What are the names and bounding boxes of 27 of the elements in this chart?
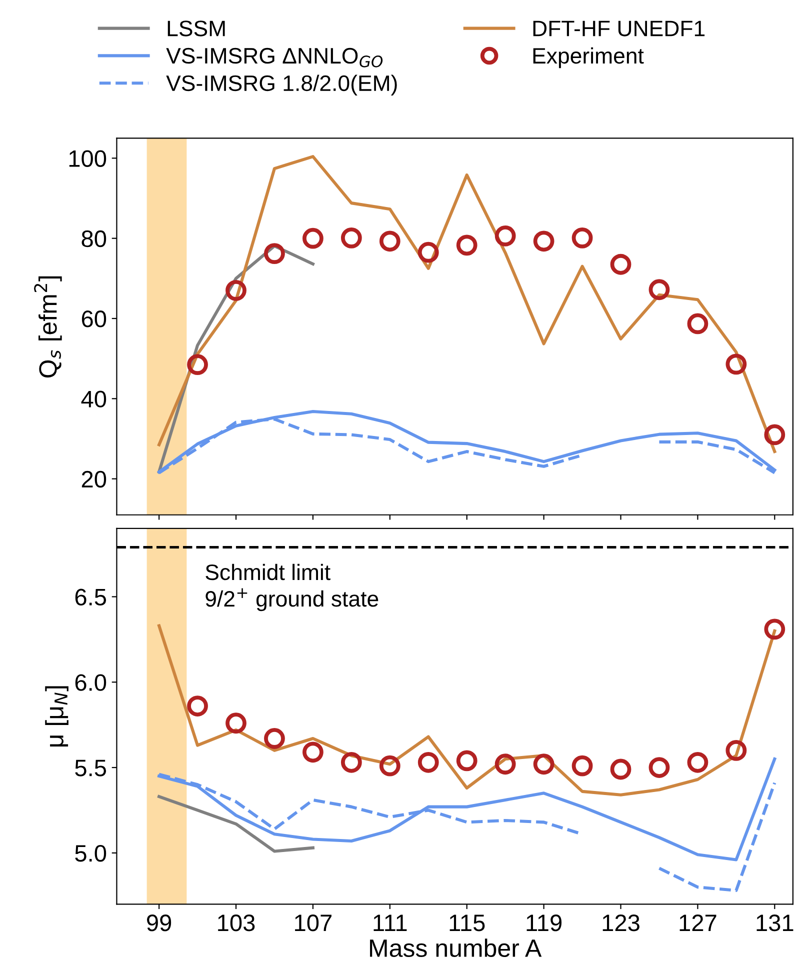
y-axis-title: μ [μ$_{N}$]: [45, 686, 68, 746]
x-tick-label: 127: [680, 914, 716, 932]
legend-label: LSSM: [168, 20, 225, 36]
x-tick-label: 111: [374, 914, 407, 932]
x-tick-label: 103: [218, 914, 255, 932]
y-tick-label: 20: [82, 470, 106, 488]
y-tick-label: 5.0: [75, 845, 106, 862]
y-tick-label: 6.0: [75, 674, 106, 691]
legend-label: VS-IMSRG ΔNNLO$_{GO}$: [166, 48, 383, 68]
y-axis-title: Q$_{s}$ [efm$^{2}$]: [34, 276, 62, 378]
legend-label: Experiment: [533, 47, 644, 68]
legend-label: VS-IMSRG 1.8/2.0(EM): [166, 74, 397, 96]
y-tick-label: 60: [82, 310, 106, 328]
legend-label: DFT-HF UNEDF1: [533, 20, 705, 36]
y-tick-label: 5.5: [75, 760, 106, 776]
y-tick-label: 40: [81, 390, 106, 408]
y-tick-label: 6.5: [75, 588, 106, 606]
x-tick-label: 107: [295, 914, 332, 932]
x-tick-label: 123: [602, 914, 640, 932]
x-tick-label: 115: [450, 914, 485, 932]
x-axis-title: Mass number A: [370, 938, 542, 958]
y-tick-label: 80: [82, 230, 106, 248]
x-tick-label: 119: [526, 914, 562, 932]
x-tick-label: 99: [147, 914, 172, 932]
y-tick-label: 100: [69, 150, 106, 167]
x-tick-label: 131: [756, 914, 794, 932]
ref-line-label: Schmidt limit 9/2$^{+}$ ground state: [206, 564, 378, 612]
